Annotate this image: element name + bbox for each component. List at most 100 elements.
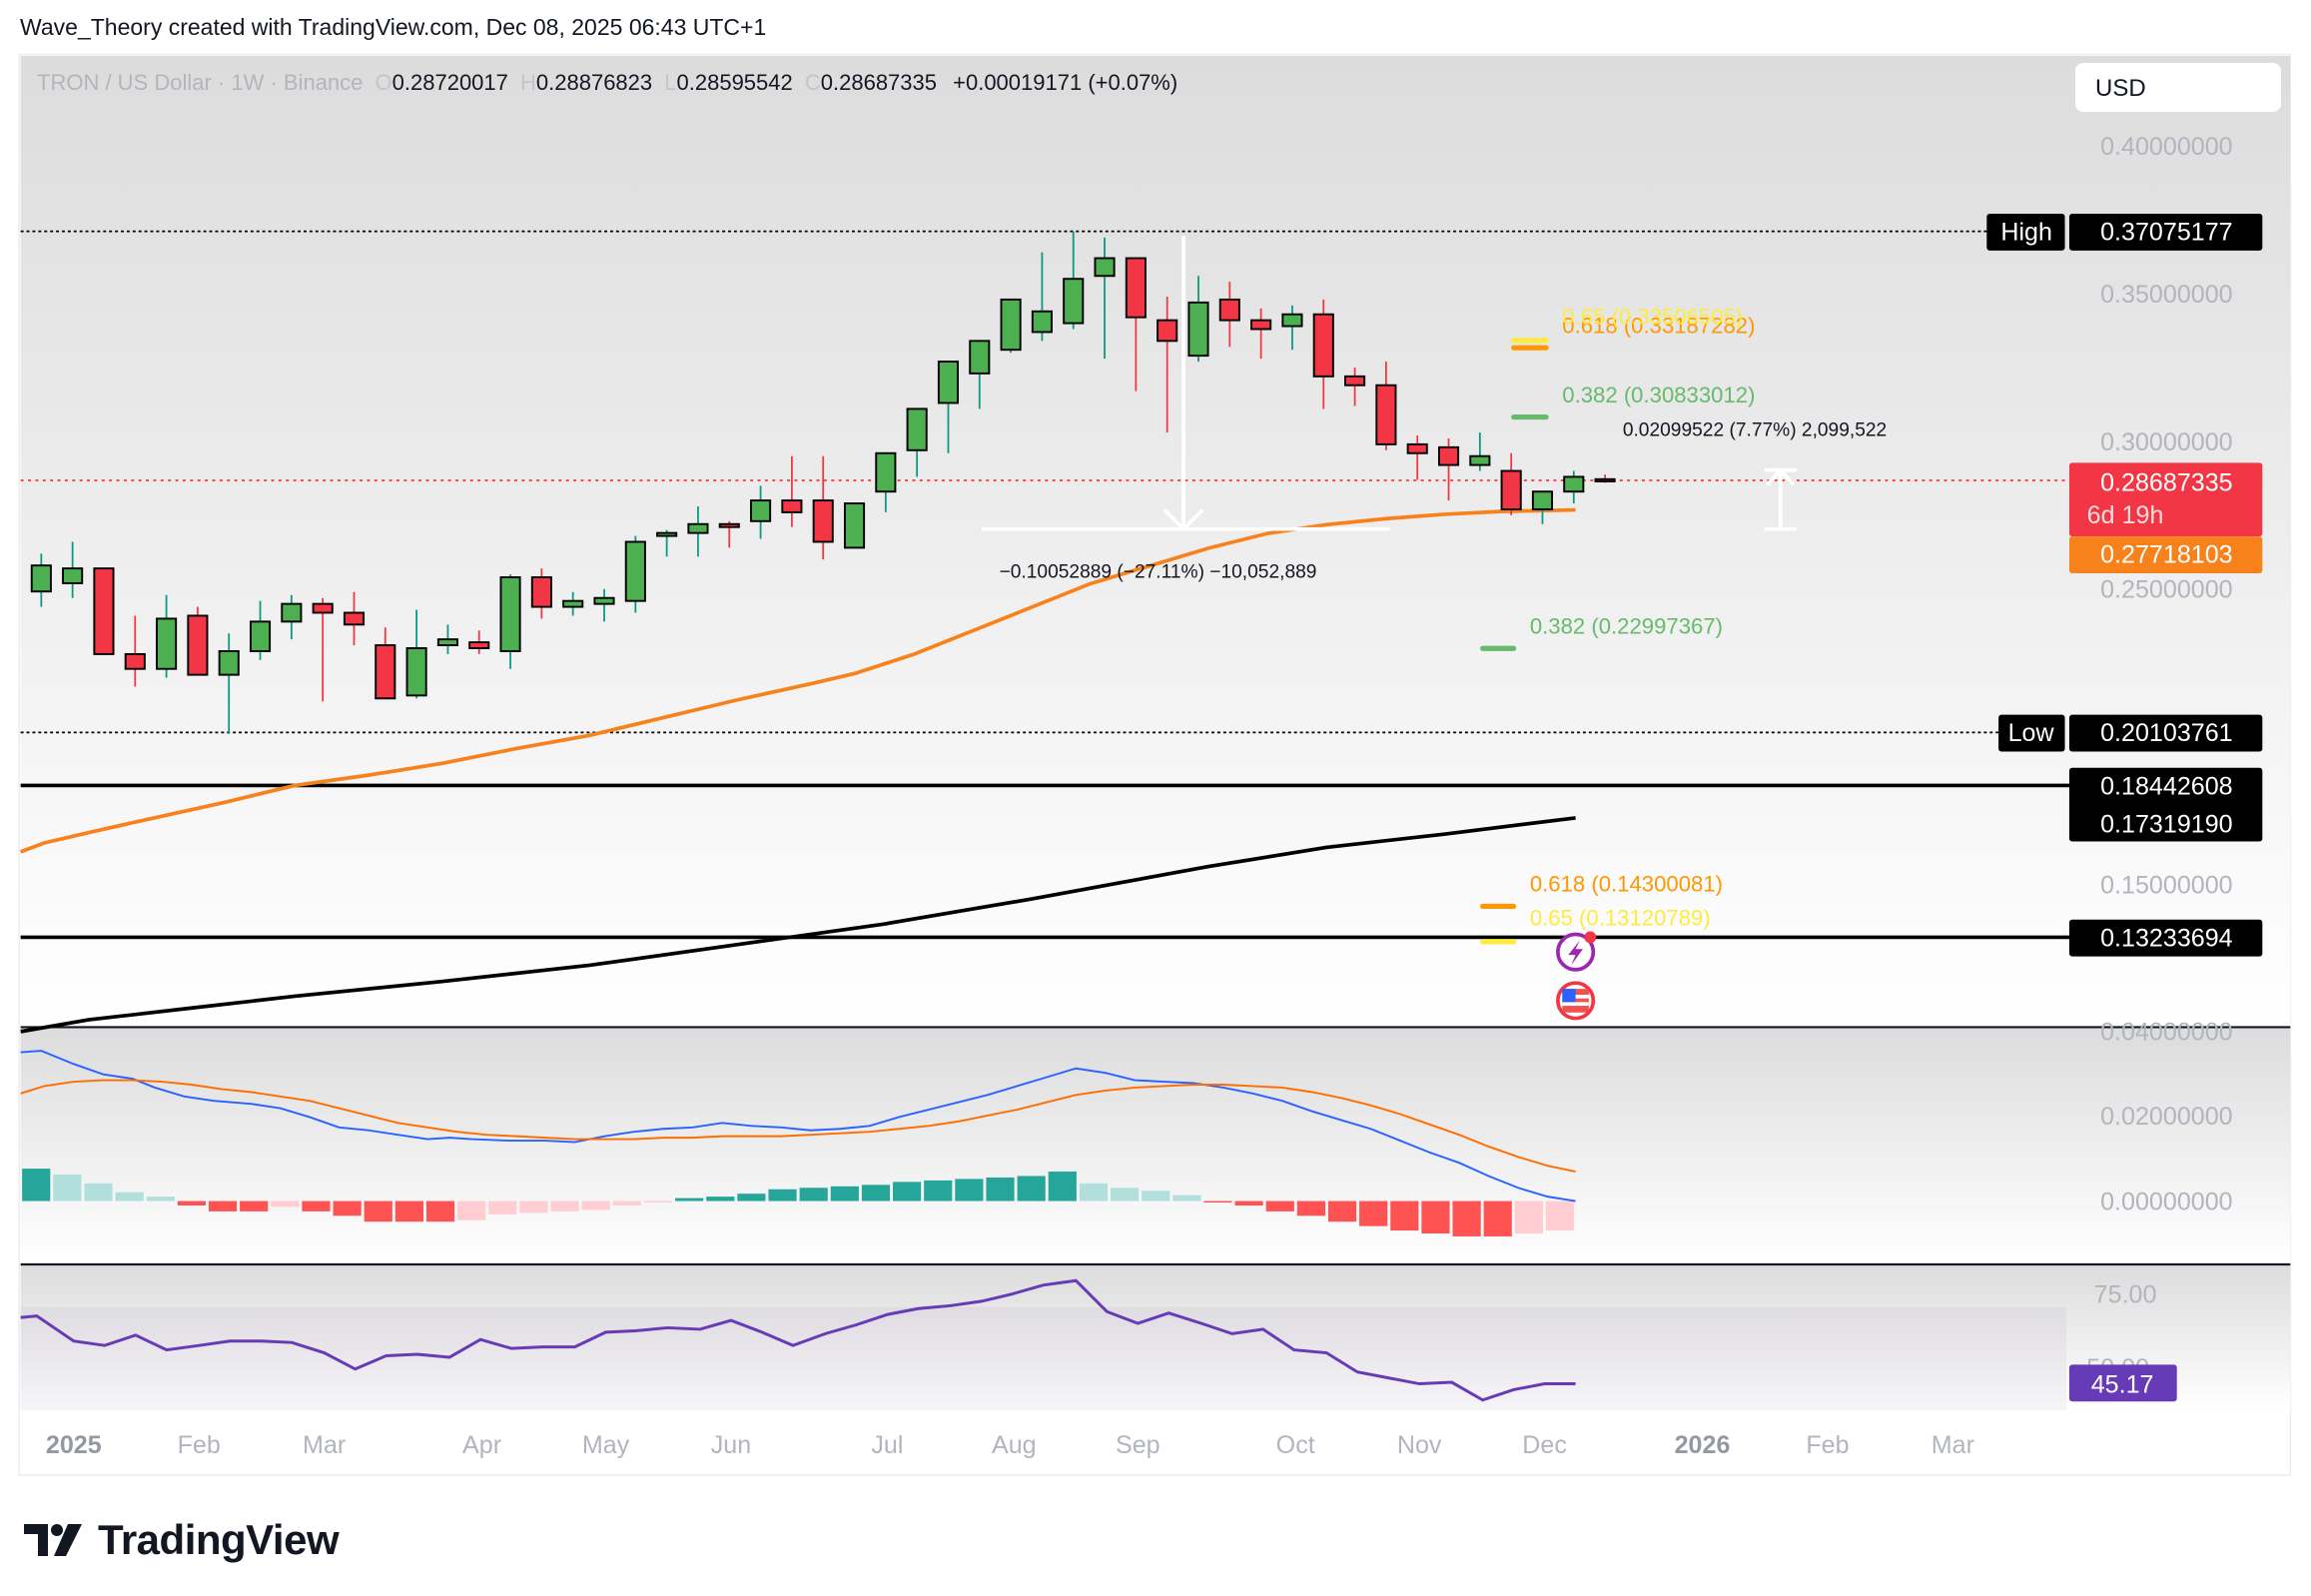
time-axis-label: Jun (711, 1431, 751, 1459)
candle[interactable] (656, 529, 678, 557)
candle[interactable] (937, 361, 960, 453)
candle[interactable] (1218, 282, 1240, 348)
candle[interactable] (436, 624, 458, 654)
macd-histogram-bar (115, 1192, 144, 1201)
macd-histogram-bar (1296, 1200, 1326, 1216)
candle[interactable] (875, 451, 897, 512)
macd-axis-tick: 0.00000000 (2100, 1188, 2233, 1215)
candle[interactable] (1375, 362, 1397, 450)
candle[interactable] (1312, 299, 1334, 409)
rsi-line (20, 1278, 1576, 1402)
open-value: 0.28720017 (391, 70, 508, 95)
macd-histogram-bar (333, 1200, 362, 1216)
svg-text:0.37075177: 0.37075177 (2100, 219, 2233, 247)
macd-histogram (22, 1169, 1575, 1236)
candle[interactable] (812, 455, 834, 560)
macd-histogram-bar (1234, 1200, 1263, 1205)
candle[interactable] (593, 588, 615, 622)
candle[interactable] (249, 600, 272, 660)
macd-histogram-bar (1110, 1188, 1140, 1201)
svg-text:0.13233694: 0.13233694 (2100, 924, 2233, 952)
svg-text:0.28687335: 0.28687335 (2100, 468, 2233, 496)
currency-button[interactable]: USD (2075, 63, 2281, 112)
candle[interactable] (1125, 257, 1147, 392)
candle[interactable] (1250, 308, 1272, 360)
macd-histogram-bar (1421, 1200, 1450, 1234)
macd-histogram-bar (208, 1200, 238, 1211)
macd-histogram-bar (1017, 1176, 1046, 1201)
current-price-tag (2068, 462, 2263, 537)
candle[interactable] (156, 594, 178, 678)
candle[interactable] (843, 502, 866, 549)
candle[interactable] (1000, 298, 1022, 354)
candle[interactable] (781, 455, 803, 527)
hline1-tag (2068, 767, 2263, 842)
candle[interactable] (30, 553, 52, 607)
candle[interactable] (1500, 452, 1522, 515)
candle[interactable] (1594, 474, 1616, 483)
candle[interactable] (187, 606, 209, 676)
macd-histogram-bar (1483, 1200, 1512, 1236)
candle[interactable] (1563, 470, 1585, 504)
candle[interactable] (312, 597, 334, 702)
candlestick-series (30, 231, 1616, 734)
macd-histogram-bar (1359, 1200, 1388, 1226)
rsi-current-badge (2068, 1364, 2177, 1402)
us-flag-event-icon[interactable] (1556, 981, 1596, 1021)
candle[interactable] (969, 340, 991, 409)
candle[interactable] (624, 535, 646, 613)
tradingview-logo[interactable]: TradingView (24, 1516, 340, 1564)
macd-histogram-bar (1203, 1200, 1232, 1203)
candle[interactable] (687, 506, 709, 557)
candle[interactable] (1094, 237, 1116, 360)
candle[interactable] (343, 591, 366, 646)
candle[interactable] (1187, 276, 1209, 363)
fib-382-lower-label: 0.382 (0.22997367) (1530, 613, 1723, 638)
candle[interactable] (62, 541, 84, 598)
candle[interactable] (124, 615, 146, 687)
macd-histogram-bar (22, 1169, 51, 1201)
candle[interactable] (1469, 432, 1491, 471)
candle[interactable] (405, 609, 427, 699)
candle[interactable] (218, 633, 240, 734)
candle[interactable] (1406, 435, 1428, 480)
svg-text:0.20103761: 0.20103761 (2100, 719, 2233, 747)
time-axis-label: Nov (1397, 1431, 1442, 1459)
lightning-event-icon[interactable] (1556, 931, 1597, 972)
candle[interactable] (1344, 367, 1366, 406)
candle[interactable] (375, 627, 396, 700)
main-pane (20, 56, 2291, 1028)
symbol-legend[interactable]: TRON / US Dollar · 1W · Binance O0.28720… (37, 70, 1178, 95)
change-value: +0.00019171 (+0.07%) (953, 70, 1178, 95)
candle[interactable] (1156, 296, 1178, 433)
svg-text:0.17319190: 0.17319190 (2100, 811, 2233, 839)
ema50-line (20, 507, 1576, 854)
candle[interactable] (1437, 437, 1460, 501)
candle[interactable] (1281, 305, 1303, 351)
candle[interactable] (1063, 231, 1085, 330)
macd-histogram-bar (53, 1174, 82, 1201)
macd-histogram-bar (550, 1200, 579, 1211)
candle[interactable] (499, 574, 521, 669)
macd-histogram-bar (1514, 1200, 1543, 1234)
candle[interactable] (530, 568, 552, 619)
candle[interactable] (718, 520, 740, 548)
time-axis: 2025 Feb Mar Apr May Jun Jul Aug Sep Oct Nov Dec 202… (46, 1431, 1974, 1459)
macd-histogram-bar (768, 1189, 797, 1201)
fib-382-upper-label: 0.382 (0.30833012) (1562, 383, 1755, 407)
candle[interactable] (93, 567, 115, 655)
candle[interactable] (1031, 252, 1053, 342)
fib-618-upper-label: 0.618 (0.33187282) (1562, 313, 1755, 338)
candle[interactable] (906, 407, 928, 477)
candle[interactable] (1531, 490, 1554, 524)
candle[interactable] (468, 630, 490, 654)
candle[interactable] (562, 591, 584, 616)
fib-65-lower-label: 0.65 (0.13120789) (1530, 906, 1711, 931)
svg-text:Low: Low (2008, 719, 2055, 747)
candle[interactable] (281, 594, 303, 640)
time-axis-label: Aug (992, 1431, 1037, 1459)
candle[interactable] (750, 485, 772, 539)
macd-histogram-bar (706, 1197, 735, 1201)
price-axis: 0.40000000 0.35000000 0.30000000 0.25000000… (2100, 133, 2233, 900)
